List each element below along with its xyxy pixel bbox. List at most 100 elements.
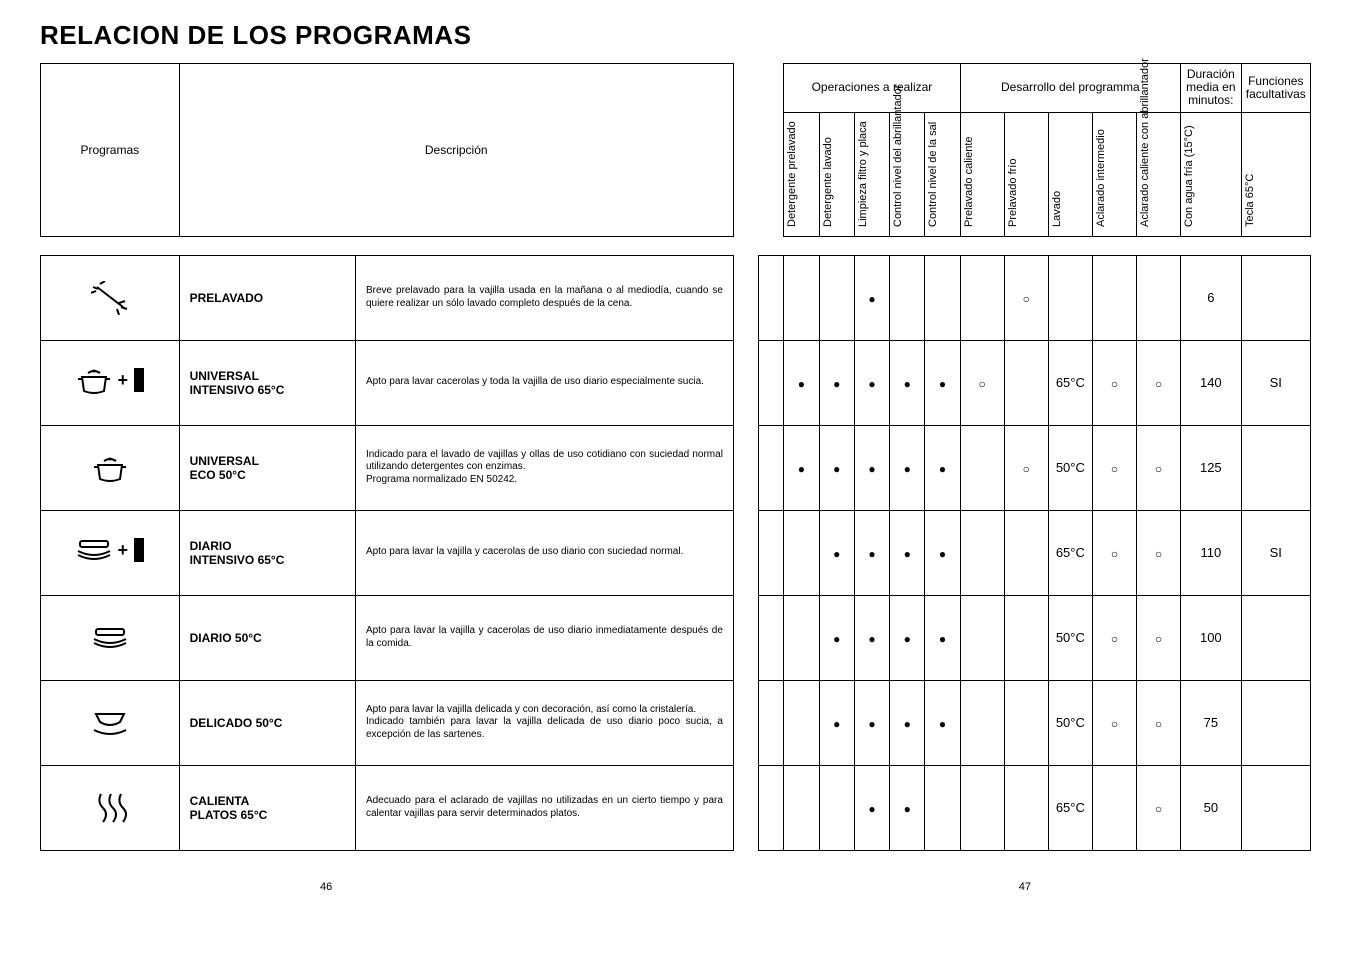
op-mark bbox=[890, 340, 925, 425]
hdr-dev-3: Aclarado intermedio bbox=[1092, 112, 1136, 236]
dev-mark bbox=[1092, 765, 1136, 850]
op-mark bbox=[819, 340, 854, 425]
program-name: CALIENTAPLATOS 65°C bbox=[179, 765, 355, 850]
hdr-dev-1: Prelavado frío bbox=[1004, 112, 1048, 236]
heat-icon bbox=[93, 790, 127, 826]
dev-mark bbox=[1004, 510, 1048, 595]
header-dur-group: Duración media en minutos: bbox=[1181, 64, 1241, 113]
table-row: +DIARIOINTENSIVO 65°CApto para lavar la … bbox=[41, 510, 1311, 595]
plates-icon bbox=[90, 625, 130, 651]
dev-mark bbox=[1092, 595, 1136, 680]
function-value: SI bbox=[1241, 510, 1310, 595]
pot-icon bbox=[90, 453, 130, 483]
hdr-fun: Tecla 65°C bbox=[1241, 112, 1310, 236]
duration-value: 125 bbox=[1181, 425, 1241, 510]
dev-mark bbox=[1004, 425, 1048, 510]
dev-mark bbox=[1092, 340, 1136, 425]
op-mark bbox=[784, 680, 819, 765]
table-row: +UNIVERSALINTENSIVO 65°CApto para lavar … bbox=[41, 340, 1311, 425]
hdr-dev-0: Prelavado caliente bbox=[960, 112, 1004, 236]
program-description: Adecuado para el aclarado de vajillas no… bbox=[355, 765, 733, 850]
program-icon-cell bbox=[41, 425, 180, 510]
dev-mark bbox=[960, 765, 1004, 850]
dev-mark bbox=[1004, 255, 1048, 340]
dev-mark bbox=[1004, 595, 1048, 680]
page-right: 47 bbox=[1019, 881, 1031, 893]
hdr-dev-4: Aclarado caliente con abrillantador bbox=[1136, 112, 1180, 236]
duration-value: 100 bbox=[1181, 595, 1241, 680]
op-mark bbox=[890, 765, 925, 850]
dev-mark bbox=[1137, 595, 1181, 680]
page-numbers: 46 47 bbox=[40, 881, 1311, 893]
op-mark bbox=[925, 680, 960, 765]
duration-value: 75 bbox=[1181, 680, 1241, 765]
program-name: PRELAVADO bbox=[179, 255, 355, 340]
op-mark bbox=[925, 510, 960, 595]
duration-value: 50 bbox=[1181, 765, 1241, 850]
op-mark bbox=[925, 255, 960, 340]
op-mark bbox=[854, 255, 889, 340]
dev-mark bbox=[960, 340, 1004, 425]
dev-mark bbox=[960, 425, 1004, 510]
dev-mark bbox=[1092, 255, 1136, 340]
op-mark bbox=[784, 255, 819, 340]
program-name: DELICADO 50°C bbox=[179, 680, 355, 765]
program-description: Apto para lavar la vajilla y cacerolas d… bbox=[355, 595, 733, 680]
dev-mark bbox=[1004, 680, 1048, 765]
function-value bbox=[1241, 255, 1310, 340]
dev-mark: 50°C bbox=[1048, 680, 1092, 765]
dev-mark: 50°C bbox=[1048, 595, 1092, 680]
table-row: DELICADO 50°CApto para lavar la vajilla … bbox=[41, 680, 1311, 765]
dev-mark bbox=[1137, 340, 1181, 425]
hdr-op-3: Control nivel del abrillantador bbox=[890, 112, 925, 236]
dev-mark bbox=[1092, 680, 1136, 765]
dev-mark bbox=[1092, 510, 1136, 595]
duration-value: 110 bbox=[1181, 510, 1241, 595]
op-mark bbox=[784, 765, 819, 850]
dev-mark: 50°C bbox=[1048, 425, 1092, 510]
duration-value: 6 bbox=[1181, 255, 1241, 340]
header-fun-group: Funciones facultativas bbox=[1241, 64, 1310, 113]
dev-mark bbox=[960, 680, 1004, 765]
program-icon-cell bbox=[41, 595, 180, 680]
dev-mark bbox=[1092, 425, 1136, 510]
hdr-dev-2: Lavado bbox=[1048, 112, 1092, 236]
program-name: DIARIO 50°C bbox=[179, 595, 355, 680]
hdr-dur: Con agua fría (15°C) bbox=[1181, 112, 1241, 236]
function-value bbox=[1241, 765, 1310, 850]
op-mark bbox=[819, 680, 854, 765]
plus-icon: + bbox=[118, 541, 129, 559]
dev-mark: 65°C bbox=[1048, 340, 1092, 425]
function-value bbox=[1241, 680, 1310, 765]
header-ops-group: Operaciones a realizar bbox=[784, 64, 960, 113]
plates-icon bbox=[74, 537, 114, 563]
op-mark bbox=[819, 595, 854, 680]
hdr-op-2: Limpieza filtro y placa bbox=[854, 112, 889, 236]
program-icon-cell bbox=[41, 680, 180, 765]
dev-mark bbox=[960, 595, 1004, 680]
op-mark bbox=[854, 680, 889, 765]
spray-icon bbox=[91, 281, 129, 315]
table-row: DIARIO 50°CApto para lavar la vajilla y … bbox=[41, 595, 1311, 680]
dev-mark bbox=[1137, 255, 1181, 340]
programs-table: PRELAVADOBreve prelavado para la vajilla… bbox=[40, 255, 1311, 851]
intensive-icon bbox=[132, 536, 146, 564]
op-mark bbox=[890, 595, 925, 680]
op-mark bbox=[819, 255, 854, 340]
program-icon-cell bbox=[41, 765, 180, 850]
op-mark bbox=[925, 765, 960, 850]
program-icon-cell: + bbox=[41, 510, 180, 595]
op-mark bbox=[890, 510, 925, 595]
dev-mark bbox=[1137, 510, 1181, 595]
dev-mark bbox=[1137, 680, 1181, 765]
table-row: PRELAVADOBreve prelavado para la vajilla… bbox=[41, 255, 1311, 340]
program-description: Apto para lavar la vajilla delicada y co… bbox=[355, 680, 733, 765]
header-programas: Programas bbox=[41, 64, 180, 237]
page-title: RELACION DE LOS PROGRAMAS bbox=[40, 20, 1311, 51]
op-mark bbox=[784, 340, 819, 425]
op-mark bbox=[925, 340, 960, 425]
op-mark bbox=[890, 425, 925, 510]
op-mark bbox=[784, 595, 819, 680]
dev-mark bbox=[1048, 255, 1092, 340]
program-description: Apto para lavar cacerolas y toda la vaji… bbox=[355, 340, 733, 425]
